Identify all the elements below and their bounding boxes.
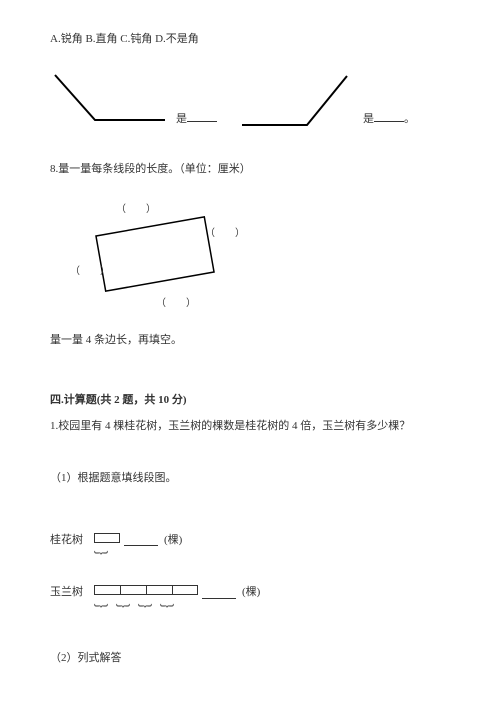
tree2-blank[interactable]: [202, 587, 236, 599]
tree1-diagram: 桂花树 (棵) ︸: [50, 531, 450, 567]
tree1-blank[interactable]: [124, 534, 158, 546]
tree2-diagram: 玉兰树 (棵) ︸︸︸︸: [50, 583, 450, 619]
tree2-label: 玉兰树: [50, 583, 94, 603]
angle-right-blank[interactable]: [374, 108, 404, 122]
paren-left-side: （ ）: [70, 265, 110, 277]
angle-right-label: 是。: [363, 108, 415, 130]
choices-line: A.锐角 B.直角 C.钝角 D.不是角: [50, 30, 450, 50]
tree1-brace: ︸: [94, 554, 450, 567]
angle-left-label: 是: [176, 108, 217, 130]
section4-sub2: （2）列式解答: [50, 649, 450, 669]
tree1-row: 桂花树 (棵): [50, 531, 450, 551]
q8-rect-figure: （ ） （ ） （ ） （ ）: [60, 194, 450, 322]
angle-right-svg: [237, 70, 357, 130]
angle-right-block: 是。: [237, 70, 415, 130]
section4-title: 四.计算题(共 2 题，共 10 分): [50, 391, 450, 411]
paren-right-side: （ ）: [205, 227, 245, 239]
tape-cell: [120, 585, 146, 595]
q8-caption: 量一量 4 条边长，再填空。: [50, 331, 450, 351]
tape-cell: [172, 585, 198, 595]
period: 。: [404, 113, 415, 125]
angle-left-block: 是: [50, 70, 217, 130]
tree1-tape: [94, 531, 120, 551]
tree2-brace: ︸︸︸︸: [94, 607, 450, 620]
is-text: 是: [363, 113, 374, 125]
is-text: 是: [176, 113, 187, 125]
q8-text: 8.量一量每条线段的长度。（单位：厘米）: [50, 160, 450, 180]
q8-rect-svg: （ ） （ ） （ ） （ ）: [60, 194, 250, 314]
tape-cell: [94, 585, 120, 595]
angle-left-svg: [50, 70, 170, 130]
section4-sub1: （1）根据题意填线段图。: [50, 469, 450, 489]
section4-q1: 1.校园里有 4 棵桂花树，玉兰树的棵数是桂花树的 4 倍，玉兰树有多少棵？: [50, 417, 450, 437]
tree2-tape: [94, 583, 198, 603]
tree1-label: 桂花树: [50, 531, 94, 551]
paren-bottom: （ ）: [156, 297, 196, 309]
tree2-unit: (棵): [242, 583, 260, 603]
tape-cell: [146, 585, 172, 595]
tree2-row: 玉兰树 (棵): [50, 583, 450, 603]
paren-top-left: （ ）: [116, 203, 156, 215]
angle-left-blank[interactable]: [187, 108, 217, 122]
tape-cell: [94, 533, 120, 543]
angle-figures-row: 是 是。: [50, 70, 450, 130]
tree1-unit: (棵): [164, 531, 182, 551]
